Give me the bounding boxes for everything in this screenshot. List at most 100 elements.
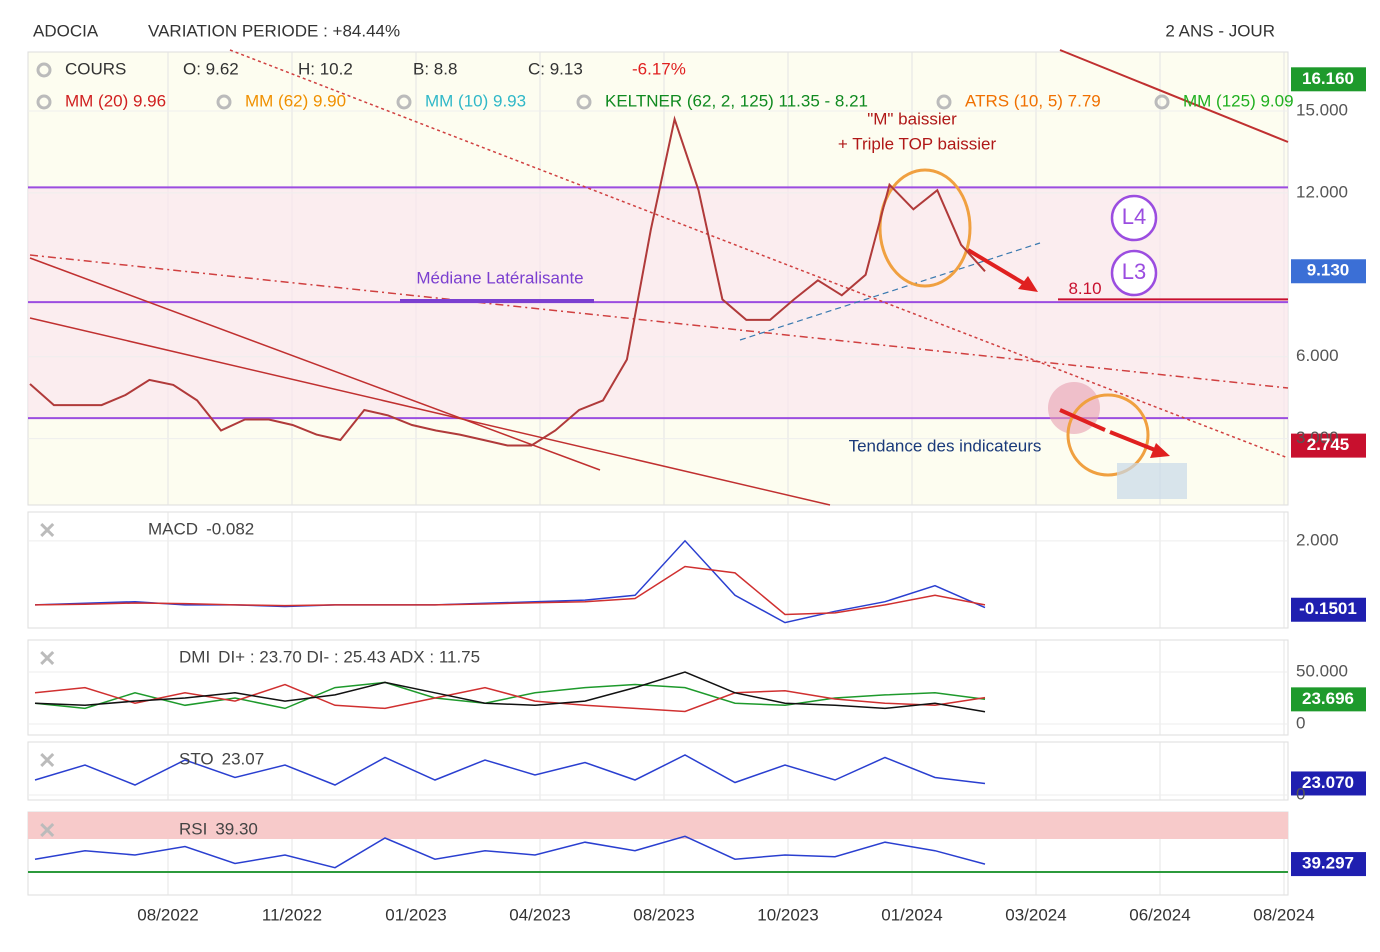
dmi-panel [27,639,1289,736]
series-line [34,565,986,616]
series-line [29,115,986,447]
ticker: ADOCIA [33,21,99,40]
close-icon: ✕ [38,818,56,843]
value-box [1291,687,1366,712]
level-badge [1110,249,1158,297]
arrow [966,248,1032,289]
close-icon: ✕ [38,518,56,543]
level-badge [1110,194,1158,242]
x-tick-label: 06/2024 [1129,905,1190,924]
indicator-legend: ATRS (10, 5) 7.79 [965,91,1101,110]
panel-reading: 39.30 [215,819,258,838]
trend-line [29,254,1289,389]
quote-item: COURS [65,59,126,78]
trend-line [739,242,1041,341]
x-tick-label: 08/2024 [1253,905,1314,924]
trend-line [1059,49,1289,143]
y-tick-label: 3.000 [1296,428,1339,447]
value-box-label: 16.160 [1302,69,1354,88]
y-tick-label: 0 [1296,784,1305,803]
annotation: "M" baissier [867,109,957,128]
panel-reading: DI+ : 23.70 DI- : 25.43 ADX : 11.75 [218,647,480,666]
arrow [1059,408,1106,432]
gear-icon [216,94,232,110]
level-name: L3 [1122,259,1146,284]
arrow [1109,430,1161,454]
annotation: Médiane Latéralisante [416,268,583,287]
close-icon: ✕ [38,748,56,773]
panel-name: RSI [179,819,207,838]
indicator-legend: MM (62) 9.90 [245,91,346,110]
level-name: L4 [1122,204,1146,229]
highlight-circle [1066,393,1150,477]
y-tick-label: 0 [1296,713,1305,732]
panel-name: DMI [179,647,210,666]
x-tick-label: 01/2023 [385,905,446,924]
series-line [34,683,986,713]
x-tick-label: 01/2024 [881,905,942,924]
labels: ADOCIA VARIATION PERIODE : +84.44% 2 ANS… [33,21,1357,924]
value-box [1291,433,1366,458]
analysis-drawings [29,49,1289,506]
period: 2 ANS - JOUR [1165,21,1275,40]
x-tick-label: 03/2024 [1005,905,1066,924]
overbought-zone [28,812,1288,838]
panel-name: STO [179,749,214,768]
arrow-head [1150,443,1170,458]
gear-icon [576,94,592,110]
series-line [34,754,986,786]
value-box [1291,852,1366,877]
value-box [1291,259,1366,284]
x-tick-label: 08/2022 [137,905,198,924]
gear-icon [1154,94,1170,110]
annotation: Tendance des indicateurs [849,436,1042,455]
target-box [1117,463,1187,499]
annotation: + Triple TOP baissier [838,134,997,153]
quote-item: B: 8.8 [413,59,457,78]
panel-reading: -0.082 [206,519,254,538]
arrow-head [1018,276,1038,292]
grid [28,52,1288,895]
value-box [1291,67,1366,92]
y-tick-label: 2.000 [1296,530,1339,549]
x-tick-label: 11/2022 [262,905,322,924]
y-tick-label: 50.000 [1296,661,1348,680]
value-box-label: 23.070 [1302,773,1354,792]
value-box-label: 39.297 [1302,854,1354,873]
y-tick-label: 6.000 [1296,346,1339,365]
level-label: 8.10 [1068,279,1101,298]
quote-item: H: 10.2 [298,59,353,78]
x-tick-label: 10/2023 [757,905,818,924]
gear-icon [36,94,52,110]
trend-line [229,49,1289,459]
value-box-label: 2.745 [1307,435,1350,454]
series-line [34,835,986,869]
value-box-label: 9.130 [1307,261,1350,280]
panel-reading: 23.07 [222,749,265,768]
value-box-label: -0.1501 [1299,599,1357,618]
x-tick-label: 08/2023 [633,905,694,924]
panel-name: MACD [148,519,198,538]
quote-item: -6.17% [632,59,686,78]
series-line [34,671,986,713]
quote-item: O: 9.62 [183,59,239,78]
gear-icon [936,94,952,110]
value-box-label: 23.696 [1302,689,1354,708]
value-box [1291,597,1366,622]
indicator-legend: MM (125) 9.09 [1183,91,1294,110]
value-box [1291,771,1366,796]
sto-panel [27,741,1289,801]
data-marks [29,67,1366,877]
trend-line [29,257,601,471]
indicator-legend: MM (10) 9.93 [425,91,526,110]
x-tick-label: 04/2023 [509,905,570,924]
trend-line [29,317,831,506]
close-icon: ✕ [38,646,56,671]
indicator-legend: MM (20) 9.96 [65,91,166,110]
gear-icon [36,62,52,78]
y-tick-label: 15.000 [1296,100,1348,119]
gear-icon [396,94,412,110]
indicator-legend: KELTNER (62, 2, 125) 11.35 - 8.21 [605,91,868,110]
highlight-circle [878,168,972,288]
series-line [34,681,986,710]
